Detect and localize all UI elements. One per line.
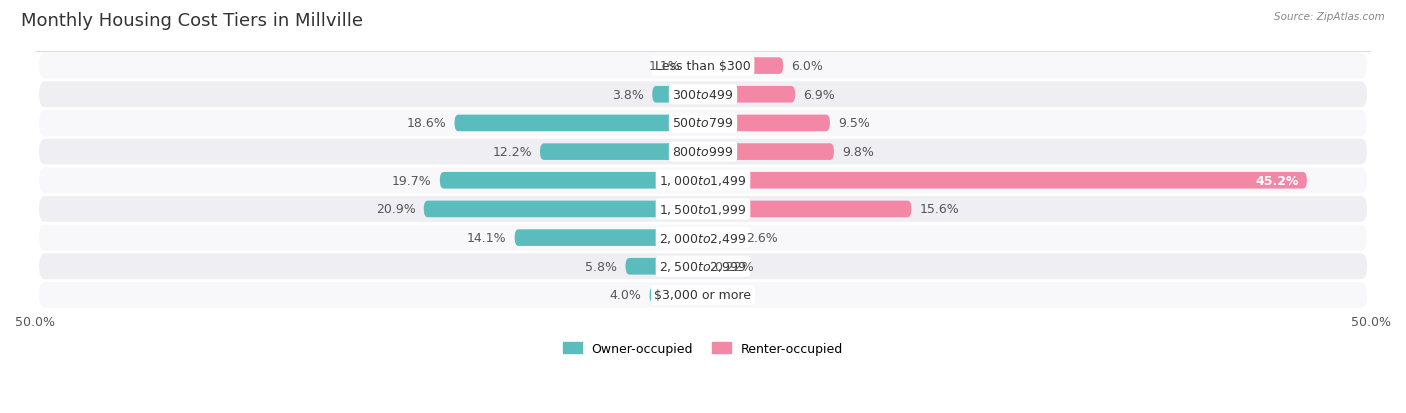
FancyBboxPatch shape	[39, 139, 1367, 165]
FancyBboxPatch shape	[39, 168, 1367, 194]
FancyBboxPatch shape	[39, 54, 1367, 79]
FancyBboxPatch shape	[540, 144, 703, 161]
FancyBboxPatch shape	[454, 115, 703, 132]
Text: 6.9%: 6.9%	[803, 88, 835, 102]
Text: Source: ZipAtlas.com: Source: ZipAtlas.com	[1274, 12, 1385, 22]
Text: 9.8%: 9.8%	[842, 146, 873, 159]
FancyBboxPatch shape	[39, 82, 1367, 108]
Text: Monthly Housing Cost Tiers in Millville: Monthly Housing Cost Tiers in Millville	[21, 12, 363, 30]
FancyBboxPatch shape	[703, 87, 796, 103]
Text: $1,000 to $1,499: $1,000 to $1,499	[659, 174, 747, 188]
FancyBboxPatch shape	[423, 201, 703, 218]
FancyBboxPatch shape	[703, 115, 830, 132]
Text: $500 to $799: $500 to $799	[672, 117, 734, 130]
Text: 20.9%: 20.9%	[375, 203, 416, 216]
Text: 3.8%: 3.8%	[613, 88, 644, 102]
FancyBboxPatch shape	[703, 201, 911, 218]
Text: 4.0%: 4.0%	[610, 289, 641, 302]
Text: 0.22%: 0.22%	[714, 260, 754, 273]
Text: 1.1%: 1.1%	[648, 60, 681, 73]
FancyBboxPatch shape	[650, 287, 703, 304]
FancyBboxPatch shape	[626, 259, 703, 275]
Text: 45.2%: 45.2%	[1256, 174, 1299, 188]
FancyBboxPatch shape	[703, 230, 738, 246]
FancyBboxPatch shape	[652, 87, 703, 103]
Text: 5.8%: 5.8%	[585, 260, 617, 273]
FancyBboxPatch shape	[515, 230, 703, 246]
FancyBboxPatch shape	[703, 144, 834, 161]
FancyBboxPatch shape	[440, 173, 703, 189]
Text: 12.2%: 12.2%	[492, 146, 531, 159]
FancyBboxPatch shape	[39, 225, 1367, 251]
Text: $800 to $999: $800 to $999	[672, 146, 734, 159]
FancyBboxPatch shape	[39, 197, 1367, 222]
Text: $300 to $499: $300 to $499	[672, 88, 734, 102]
Text: Less than $300: Less than $300	[655, 60, 751, 73]
Text: $2,000 to $2,499: $2,000 to $2,499	[659, 231, 747, 245]
FancyBboxPatch shape	[689, 58, 703, 75]
Text: $2,500 to $2,999: $2,500 to $2,999	[659, 260, 747, 274]
Text: 14.1%: 14.1%	[467, 232, 506, 244]
FancyBboxPatch shape	[39, 111, 1367, 137]
FancyBboxPatch shape	[39, 282, 1367, 308]
FancyBboxPatch shape	[39, 254, 1367, 280]
Text: 9.5%: 9.5%	[838, 117, 870, 130]
FancyBboxPatch shape	[703, 58, 783, 75]
Text: $1,500 to $1,999: $1,500 to $1,999	[659, 202, 747, 216]
Text: 15.6%: 15.6%	[920, 203, 959, 216]
Text: 18.6%: 18.6%	[406, 117, 447, 130]
Legend: Owner-occupied, Renter-occupied: Owner-occupied, Renter-occupied	[558, 337, 848, 360]
Text: 2.6%: 2.6%	[745, 232, 778, 244]
FancyBboxPatch shape	[703, 173, 1306, 189]
Text: $3,000 or more: $3,000 or more	[655, 289, 751, 302]
Text: 19.7%: 19.7%	[392, 174, 432, 188]
Text: 6.0%: 6.0%	[792, 60, 823, 73]
FancyBboxPatch shape	[703, 259, 706, 275]
